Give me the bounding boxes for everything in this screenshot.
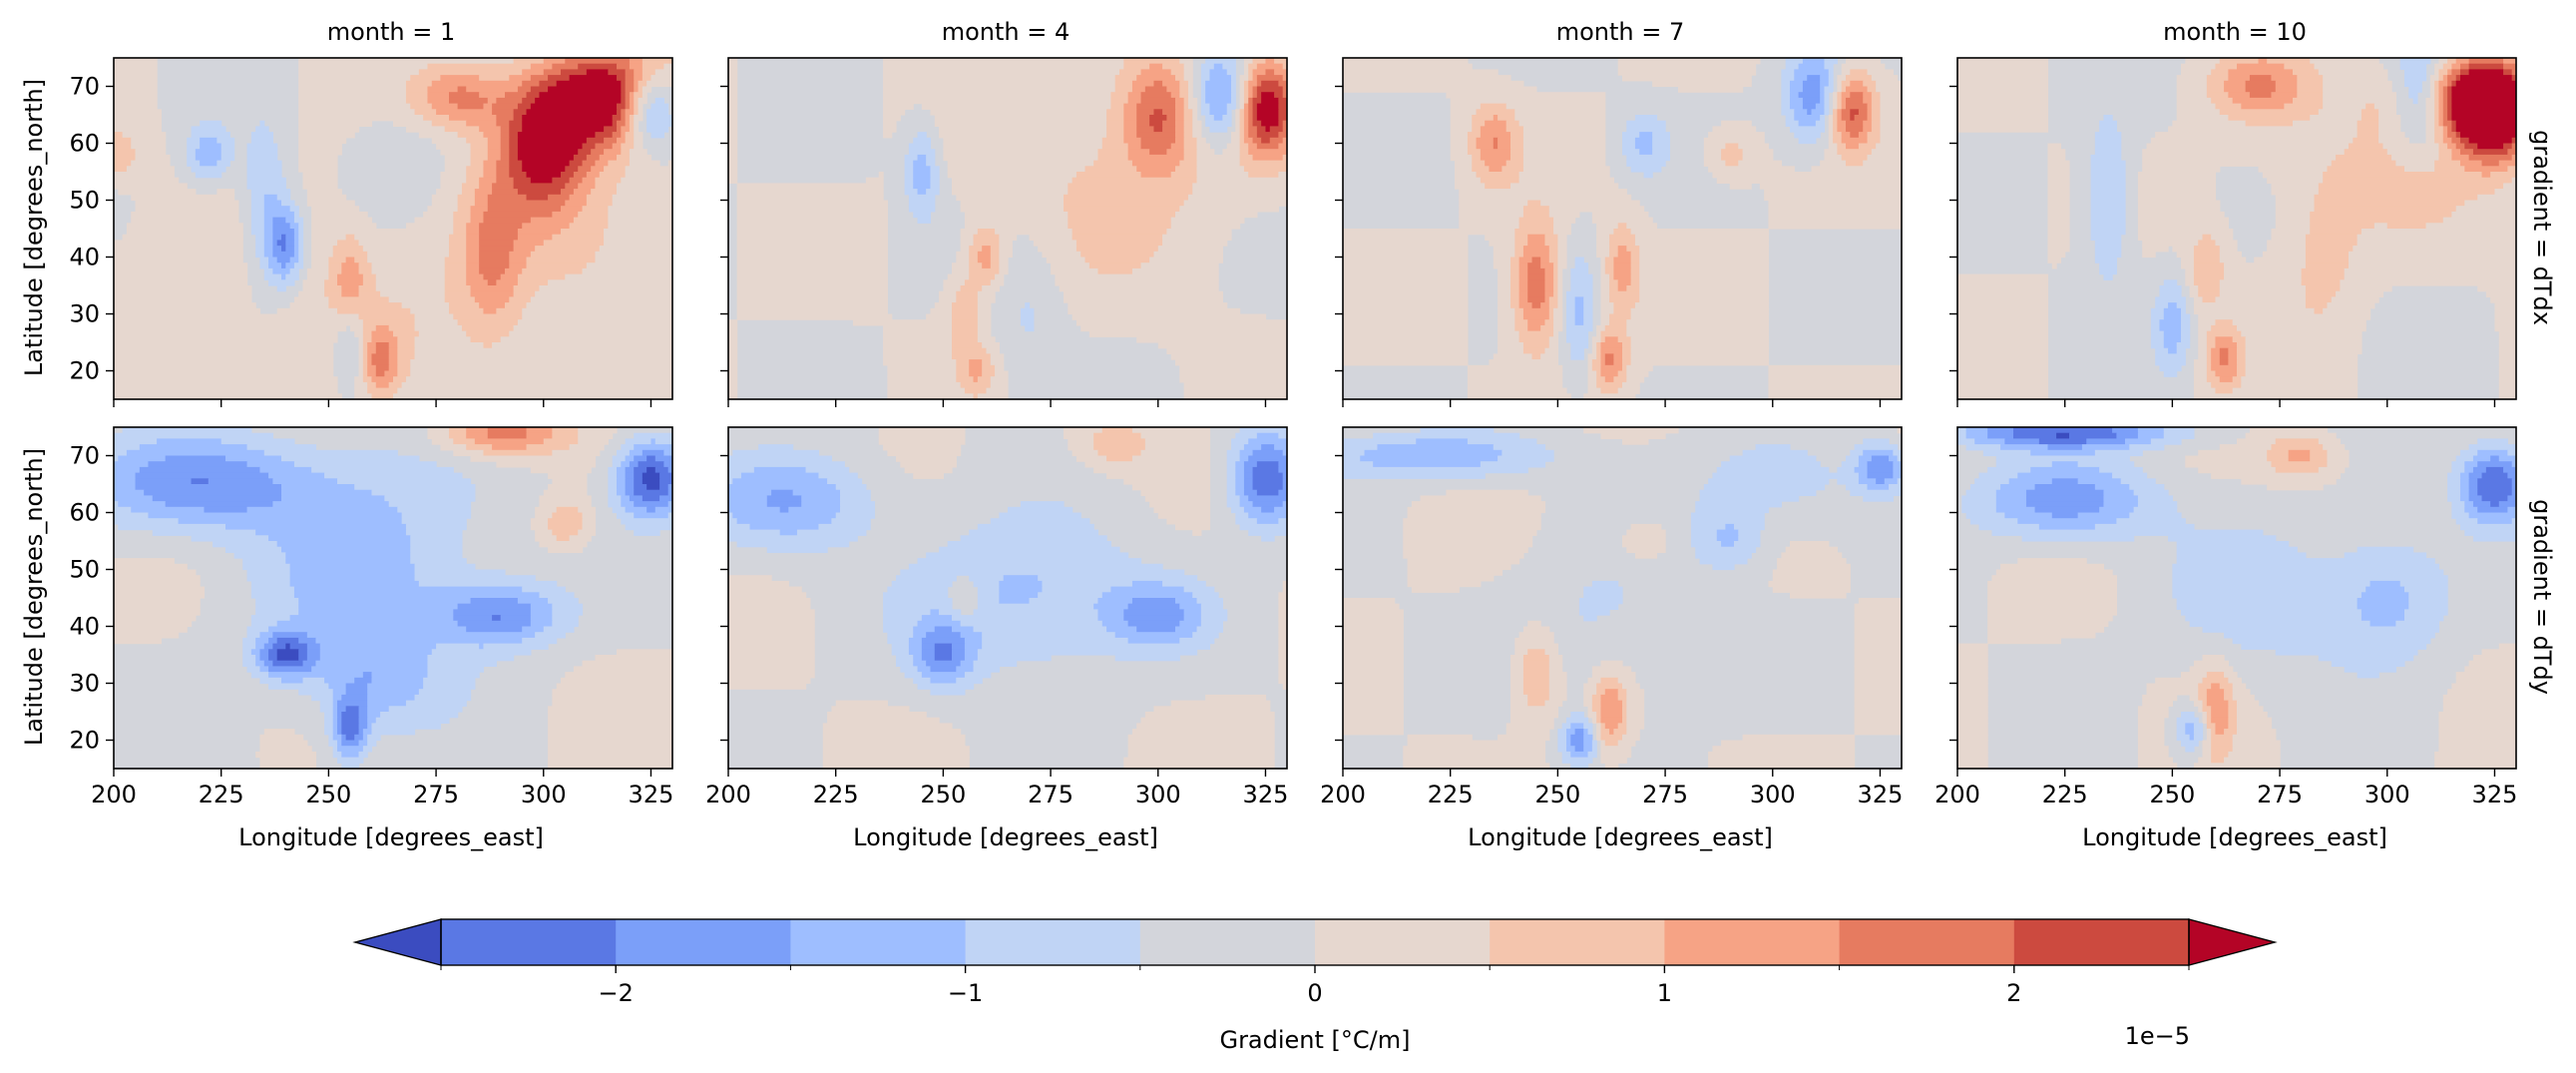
x-tick-label: 200 — [1934, 781, 1980, 808]
y-tick-label: 70 — [69, 73, 100, 101]
x-tick-label: 275 — [413, 781, 459, 808]
panel-frame — [727, 57, 1288, 400]
col-title-month-7: month = 7 — [1556, 18, 1685, 46]
x-tick-label: 250 — [2149, 781, 2195, 808]
contour-field — [728, 427, 1287, 769]
colorbar-extend-low — [352, 918, 442, 966]
y-tick-label: 70 — [69, 442, 100, 470]
panel-frame — [113, 57, 673, 400]
contour-field — [114, 427, 672, 769]
panel-frame — [1342, 426, 1903, 770]
col-title-month-10: month = 10 — [2163, 18, 2307, 46]
panel-frame — [113, 426, 673, 770]
row-title-dtdy: gradient = dTdy — [2528, 499, 2556, 695]
colorbar-offset-text: 1e−5 — [2125, 1022, 2190, 1050]
x-tick-label: 225 — [813, 781, 859, 808]
panel-frame — [1342, 57, 1903, 400]
colorbar-segment — [441, 919, 617, 965]
x-tick-label: 250 — [920, 781, 966, 808]
colorbar-segment — [1139, 919, 1316, 965]
y-tick-label: 60 — [69, 499, 100, 527]
x-tick-label: 325 — [2472, 781, 2518, 808]
colorbar-segment — [2013, 919, 2190, 965]
panel-dtdx-month-7 — [1335, 57, 1903, 407]
x-tick-label: 250 — [1534, 781, 1580, 808]
panel-dtdx-month-10 — [1949, 57, 2517, 407]
colorbar-tick-label: −2 — [599, 979, 634, 1007]
panel-frame — [727, 426, 1288, 770]
colorbar-segment — [965, 919, 1141, 965]
panel-frame — [1956, 426, 2517, 770]
colorbar-segment — [1664, 919, 1841, 965]
y-tick-label: 20 — [69, 357, 100, 385]
colorbar: −2 −1 0 1 2 — [352, 918, 2278, 1007]
x-tick-label: 250 — [305, 781, 351, 808]
x-tick-label: 325 — [629, 781, 674, 808]
y-tick-label: 40 — [69, 244, 100, 271]
panel-dtdy-month-7: 200 225 250 275 300 325 — [1320, 426, 1904, 808]
colorbar-tick-label: 0 — [1307, 979, 1322, 1007]
contour-field — [1957, 58, 2516, 399]
panel-grid: 20 30 40 50 60 70 200 225 250 275 300 325 20 30 40 50 60… — [69, 57, 2518, 808]
contour-field — [114, 58, 672, 399]
x-axis-label-col1: Longitude [degrees_east] — [238, 823, 544, 851]
colorbar-tick-label: −1 — [948, 979, 983, 1007]
y-tick-label: 50 — [69, 187, 100, 215]
y-tick-label: 40 — [69, 613, 100, 641]
col-title-month-4: month = 4 — [942, 18, 1071, 46]
colorbar-label: Gradient [°C/m] — [1219, 1026, 1410, 1054]
panel-frame — [1956, 57, 2517, 400]
y-axis-label-row2: Latitude [degrees_north] — [20, 448, 48, 746]
row-title-dtdx: gradient = dTdx — [2528, 130, 2556, 325]
x-tick-label: 200 — [705, 781, 751, 808]
x-tick-label: 225 — [2042, 781, 2088, 808]
colorbar-extend-high — [2188, 918, 2278, 966]
colorbar-tick-label: 2 — [2006, 979, 2021, 1007]
x-tick-label: 275 — [1642, 781, 1688, 808]
x-tick-label: 300 — [1135, 781, 1181, 808]
x-axis-label-col4: Longitude [degrees_east] — [2082, 823, 2387, 851]
x-tick-label: 275 — [1028, 781, 1073, 808]
panel-dtdy-month-10: 200 225 250 275 300 325 — [1934, 426, 2518, 808]
x-tick-label: 300 — [2364, 781, 2410, 808]
y-tick-label: 20 — [69, 727, 100, 755]
panel-dtdx-month-4 — [720, 57, 1288, 407]
contour-field — [1343, 427, 1902, 769]
colorbar-segment — [790, 919, 967, 965]
contour-field — [728, 58, 1287, 399]
x-tick-label: 200 — [91, 781, 137, 808]
x-tick-label: 275 — [2257, 781, 2303, 808]
x-tick-label: 225 — [199, 781, 244, 808]
x-tick-label: 325 — [1243, 781, 1289, 808]
x-tick-label: 300 — [1750, 781, 1796, 808]
contour-field — [1343, 58, 1902, 399]
col-title-month-1: month = 1 — [327, 18, 456, 46]
y-tick-label: 30 — [69, 670, 100, 698]
colorbar-segment — [1490, 919, 1665, 965]
y-tick-label: 60 — [69, 130, 100, 158]
panel-dtdx-month-1: 20 30 40 50 60 70 — [69, 57, 673, 407]
x-tick-label: 225 — [1428, 781, 1474, 808]
y-tick-label: 50 — [69, 556, 100, 584]
x-tick-label: 300 — [521, 781, 567, 808]
colorbar-segment — [1315, 919, 1491, 965]
panel-dtdy-month-1: 200 225 250 275 300 325 20 30 40 50 60 70 — [69, 426, 674, 808]
colorbar-segment — [616, 919, 791, 965]
x-axis-label-col2: Longitude [degrees_east] — [853, 823, 1158, 851]
y-tick-label: 30 — [69, 300, 100, 328]
colorbar-segment — [1839, 919, 2015, 965]
contour-field — [1957, 427, 2516, 769]
y-axis-label-row1: Latitude [degrees_north] — [20, 79, 48, 376]
x-axis-label-col3: Longitude [degrees_east] — [1468, 823, 1773, 851]
panel-dtdy-month-4: 200 225 250 275 300 325 — [705, 426, 1289, 808]
x-tick-label: 325 — [1858, 781, 1904, 808]
x-tick-label: 200 — [1320, 781, 1366, 808]
colorbar-tick-label: 1 — [1657, 979, 1672, 1007]
